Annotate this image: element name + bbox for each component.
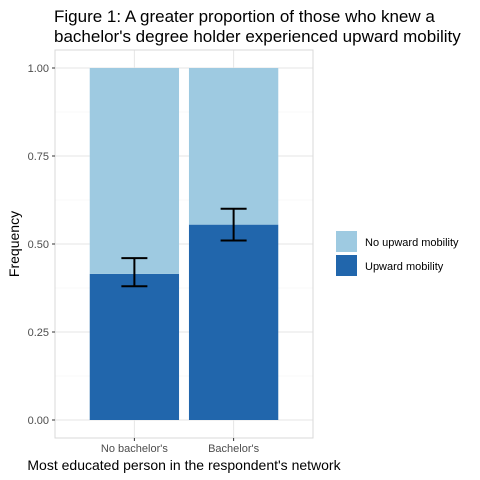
bar-no-upward-1 (188, 68, 279, 225)
y-tick-label: 1.00 (28, 63, 49, 75)
legend-label-0: No upward mobility (365, 237, 459, 249)
bar-upward-0 (89, 273, 180, 420)
x-tick-label: No bachelor's (101, 443, 168, 455)
x-axis-ticks: No bachelor's Bachelor's (101, 438, 260, 455)
chart-title-line-2: bachelor's degree holder experienced upw… (54, 27, 461, 46)
error-bars-group (121, 207, 247, 288)
legend: No upward mobility Upward mobility (336, 231, 459, 276)
y-tick-label: 0.75 (28, 151, 49, 163)
y-tick-label: 0.25 (28, 327, 49, 339)
x-axis-title: Most educated person in the respondent's… (27, 457, 341, 473)
y-axis-ticks: 0.00 0.25 0.50 0.75 1.00 (28, 63, 55, 427)
bar-no-upward-0 (89, 68, 180, 274)
legend-key-0 (336, 231, 357, 252)
legend-key-1 (336, 255, 357, 276)
legend-label-1: Upward mobility (365, 261, 444, 273)
bars-group (89, 68, 279, 420)
y-tick-label: 0.50 (28, 239, 49, 251)
y-axis-title: Frequency (6, 211, 22, 277)
x-tick-label: Bachelor's (208, 443, 260, 455)
bar-upward-1 (188, 224, 279, 420)
error-bar-0 (121, 257, 148, 288)
error-bar-1 (220, 207, 247, 242)
y-tick-label: 0.00 (28, 415, 49, 427)
chart-title-line-1: Figure 1: A greater proportion of those … (54, 7, 435, 26)
